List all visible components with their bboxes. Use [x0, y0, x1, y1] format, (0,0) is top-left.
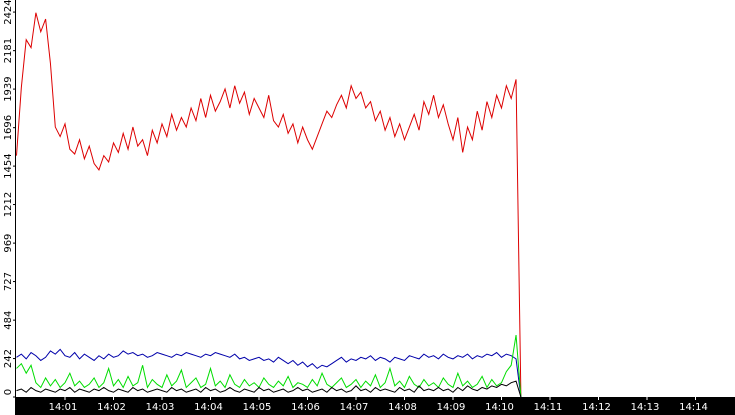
x-tick-label: 14:05 — [243, 402, 272, 413]
series-line — [16, 348, 522, 398]
y-tick-label: 1212 — [3, 192, 14, 217]
x-tick-label: 14:04 — [194, 402, 223, 413]
y-tick-label: 1696 — [3, 115, 14, 140]
series-line — [16, 334, 522, 398]
x-tick-label: 14:07 — [340, 402, 369, 413]
x-axis-bar — [15, 397, 735, 415]
x-tick-label: 14:02 — [97, 402, 126, 413]
x-tick-label: 14:14 — [679, 402, 708, 413]
x-tick-label: 14:08 — [388, 402, 417, 413]
y-tick-label: 242 — [3, 349, 14, 368]
x-tick-label: 14:12 — [582, 402, 611, 413]
x-tick-label: 14:01 — [49, 402, 78, 413]
x-tick-label: 14:03 — [146, 402, 175, 413]
y-tick-label: 484 — [3, 311, 14, 330]
x-tick-label: 14:13 — [631, 402, 660, 413]
y-tick-label: 1939 — [3, 76, 14, 101]
y-tick-label: 1454 — [3, 153, 14, 178]
y-tick-label: 0 — [3, 389, 14, 395]
y-tick-label: 2424 — [3, 0, 14, 25]
y-tick-label: 2181 — [3, 38, 14, 63]
series-line — [16, 380, 522, 398]
y-tick-label: 969 — [3, 234, 14, 253]
x-tick-label: 14:09 — [437, 402, 466, 413]
x-tick-label: 14:10 — [485, 402, 514, 413]
x-tick-label: 14:06 — [291, 402, 320, 413]
series-line — [16, 12, 522, 398]
x-tick-label: 14:11 — [534, 402, 563, 413]
y-tick-label: 727 — [3, 272, 14, 291]
